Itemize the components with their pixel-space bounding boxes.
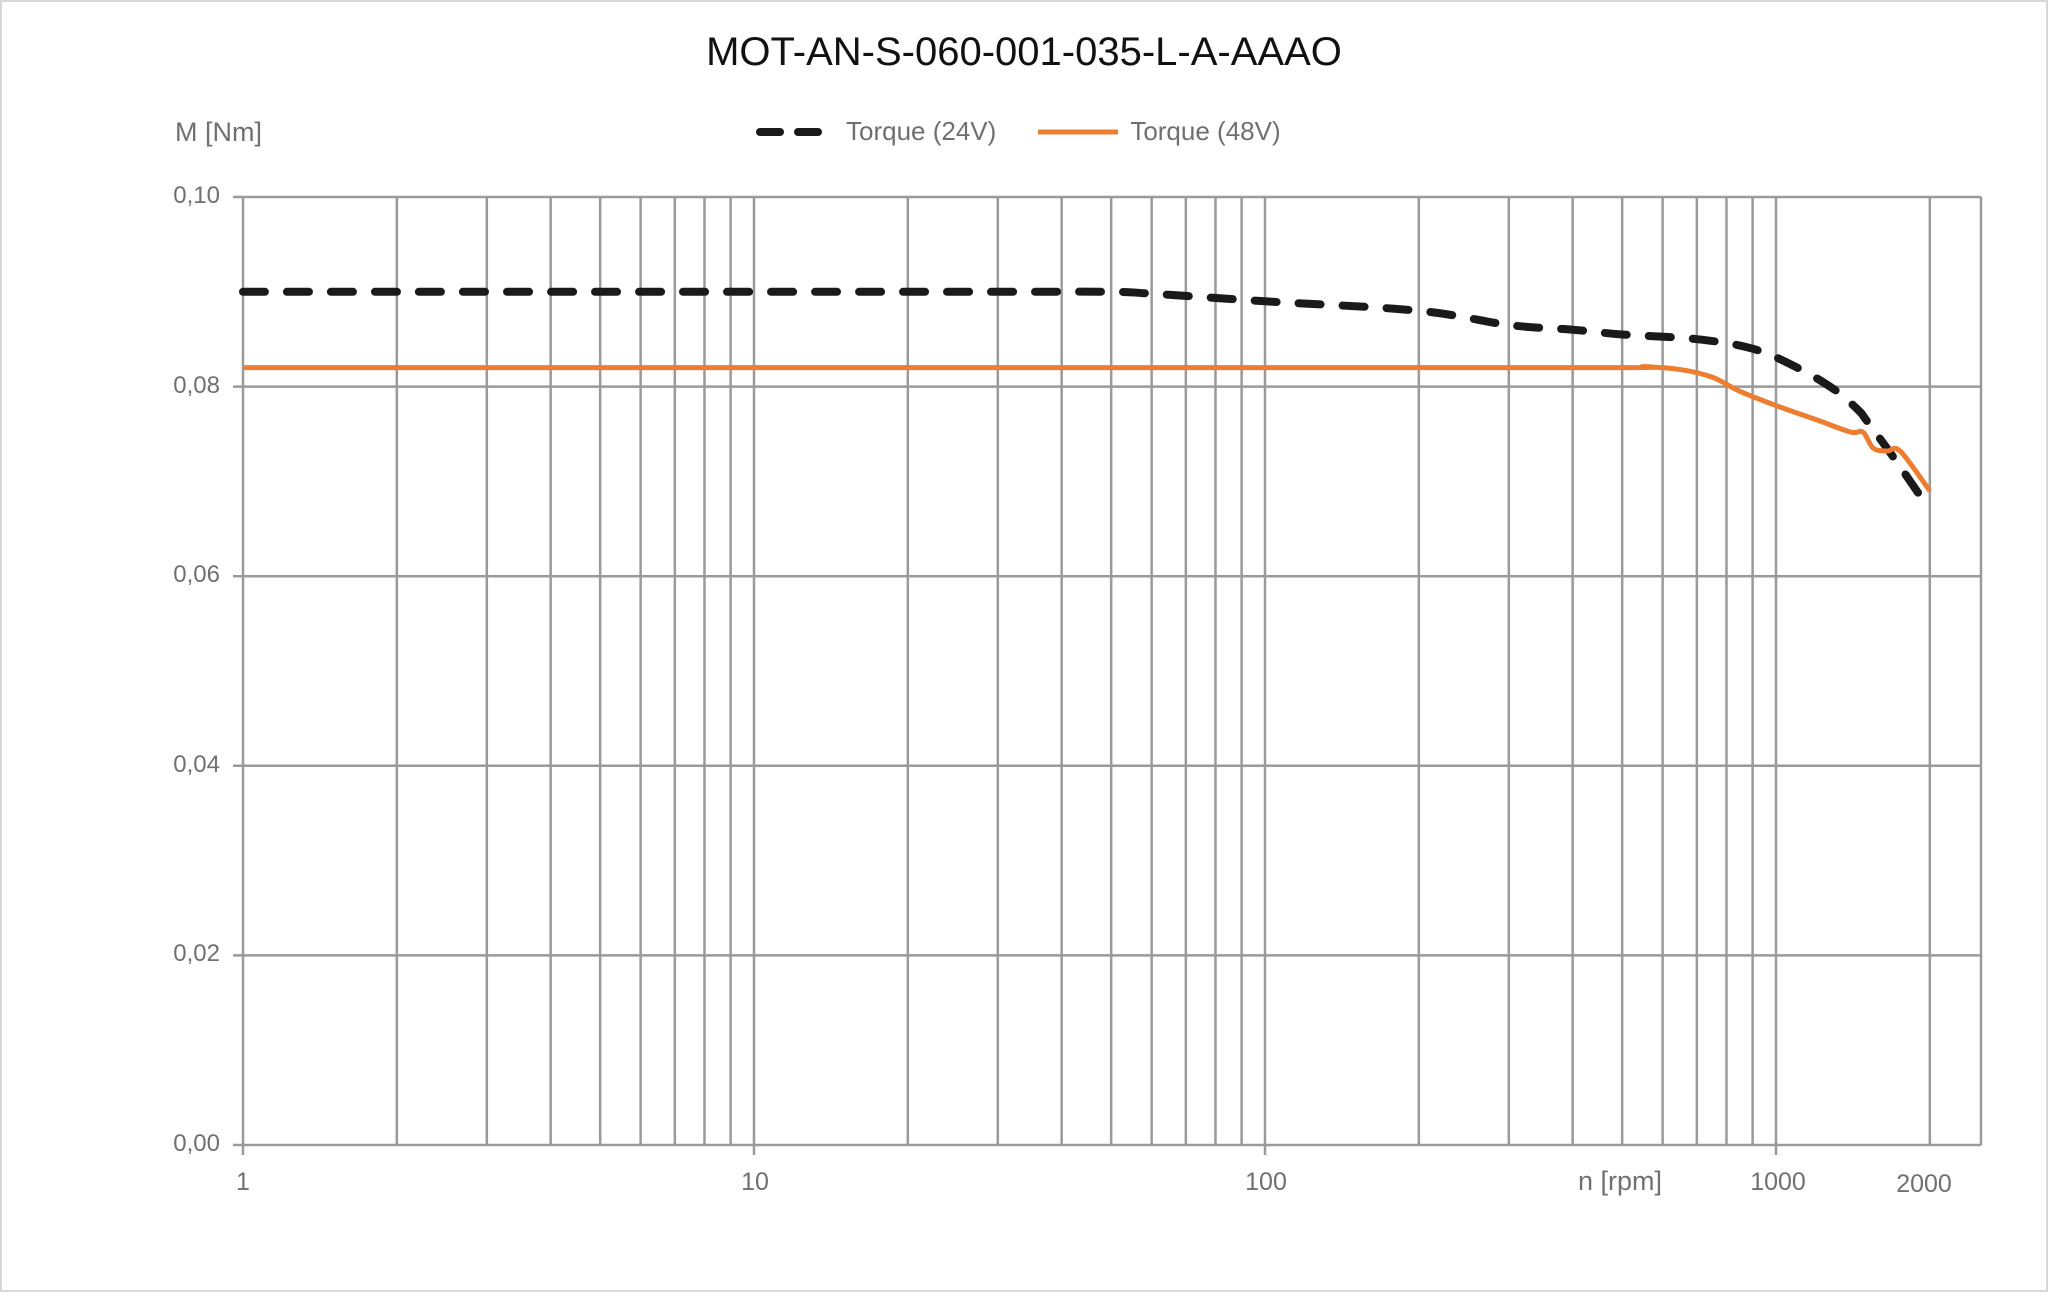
x-tick: 2000 (1896, 1170, 1952, 1198)
legend-label-24v: Torque (24V) (846, 116, 997, 146)
legend: Torque (24V) Torque (48V) (756, 116, 1321, 147)
series-torque-24v (239, 287, 1934, 514)
legend-label-48v: Torque (48V) (1130, 116, 1281, 146)
y-tick: 0,06 (173, 561, 220, 588)
legend-item-48v: Torque (48V) (1036, 116, 1281, 147)
dashed-line-icon (756, 127, 836, 136)
y-tick: 0,04 (173, 751, 220, 778)
y-tick: 0,10 (173, 182, 220, 209)
legend-item-24v: Torque (24V) (756, 116, 996, 147)
x-tick: 100 (1245, 1168, 1287, 1196)
x-axis-label: n [rpm] (1578, 1166, 1663, 1196)
series-torque-48v (243, 364, 1932, 493)
x-tick: 10 (741, 1168, 769, 1196)
x-tick: 1 (236, 1168, 250, 1196)
x-tick: 1000 (1750, 1168, 1806, 1196)
y-tick: 0,02 (173, 940, 220, 967)
solid-line-icon (1038, 129, 1119, 134)
chart-title: MOT-AN-S-060-001-035-L-A-AAAO (706, 30, 1342, 74)
y-tick: 0,00 (173, 1130, 220, 1157)
y-axis-label: M [Nm] (175, 117, 262, 147)
y-tick: 0,08 (173, 372, 220, 399)
grid-lines (233, 195, 1983, 1155)
